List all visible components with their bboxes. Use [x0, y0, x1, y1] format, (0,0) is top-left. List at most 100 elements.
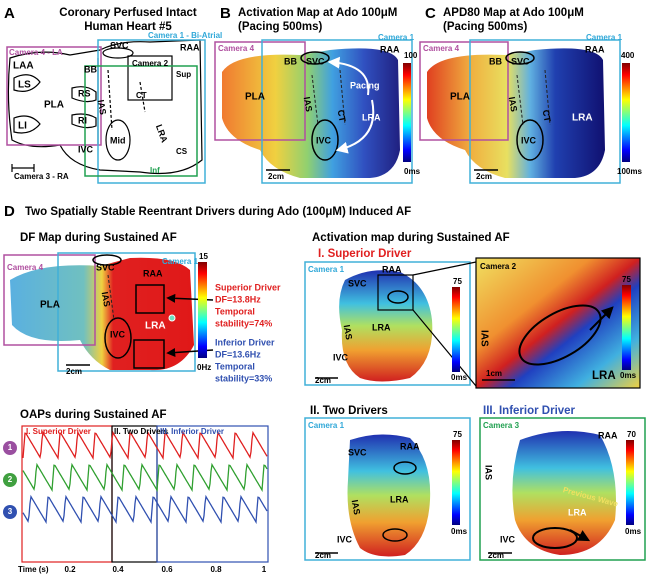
- labels: IAS: [96, 99, 108, 116]
- labels: 1cm: [486, 369, 502, 378]
- labels: SVC: [511, 56, 530, 66]
- oap-trace: [22, 462, 268, 493]
- oap-trace: [22, 430, 268, 461]
- labels: IAS: [100, 291, 112, 308]
- labels: PLA: [245, 92, 265, 103]
- labels: IVC: [521, 135, 537, 145]
- labels: Camera 3: [483, 421, 520, 430]
- df-map-title: DF Map during Sustained AF: [20, 232, 177, 244]
- labels: SVC: [348, 278, 367, 288]
- labels: CT: [541, 109, 553, 123]
- panel-c-map: [419, 39, 630, 184]
- colorbar: 100ms: [617, 167, 642, 176]
- sections: I. Superior Driver: [26, 427, 91, 436]
- colorbar: 0Hz: [197, 363, 211, 372]
- oaps-x-label: Time (s): [18, 565, 49, 574]
- labels: 2cm: [488, 551, 504, 560]
- D-heading: Two Spatially Stable Reentrant Drivers d…: [25, 206, 411, 218]
- colorbar: 70: [627, 430, 636, 439]
- labels: CT: [136, 91, 147, 100]
- traces: 3: [8, 507, 13, 516]
- labels: IAS: [342, 324, 354, 341]
- labels: Camera 2: [132, 59, 169, 68]
- panel-b-map: [214, 39, 413, 184]
- labels: BB: [489, 56, 502, 66]
- labels: RAA: [585, 44, 605, 54]
- labels: LRA: [592, 370, 616, 382]
- inferior-driver: Temporal: [215, 361, 255, 371]
- activation-two-drivers: [304, 417, 471, 561]
- colorbar: 0ms: [451, 373, 468, 382]
- labels: Camera 4 - LA: [9, 48, 63, 57]
- labels: Sup: [176, 70, 191, 79]
- colorbar: 75: [622, 275, 631, 284]
- labels: Camera 1: [586, 33, 623, 42]
- oap-trace: [22, 494, 268, 525]
- labels: RAA: [380, 44, 400, 54]
- labels: 2cm: [268, 172, 284, 181]
- labels: Camera 4: [423, 44, 460, 53]
- activation-superior: [304, 257, 641, 389]
- labels: LS: [18, 80, 31, 91]
- labels: CT: [336, 109, 348, 123]
- inferior-driver: DF=13.6Hz: [215, 349, 261, 359]
- title: Activation Map at Ado 100μM: [238, 7, 397, 19]
- labels: LRA: [390, 494, 409, 504]
- colorbar: 75: [453, 430, 462, 439]
- labels: PLA: [40, 300, 60, 311]
- D-letter: D: [4, 203, 15, 220]
- inferior-title: III. Inferior Driver: [483, 405, 576, 417]
- labels: BB: [284, 56, 297, 66]
- A-letter: A: [4, 5, 15, 22]
- x-ticks: 0.4: [112, 565, 124, 574]
- labels: RI: [78, 115, 87, 125]
- superior-title: I. Superior Driver: [318, 248, 412, 260]
- oaps-title: OAPs during Sustained AF: [20, 409, 167, 421]
- labels: CS: [176, 147, 188, 156]
- activation-inferior: [479, 417, 646, 561]
- labels: 2cm: [315, 551, 331, 560]
- x-ticks: 0.8: [210, 565, 222, 574]
- labels: Camera 4: [7, 263, 44, 272]
- colorbar: 75: [453, 277, 462, 286]
- superior-driver: stability=74%: [215, 318, 272, 328]
- superior-driver: Superior Driver: [215, 282, 281, 292]
- labels: 2cm: [66, 367, 82, 376]
- labels: IVC: [500, 534, 516, 544]
- labels: IVC: [316, 135, 332, 145]
- labels: SVC: [110, 40, 129, 50]
- labels: SVC: [348, 447, 367, 457]
- sections: III. Inferior Driver: [160, 427, 224, 436]
- title: Human Heart #5: [84, 21, 172, 33]
- colorbar: 0ms: [404, 167, 421, 176]
- inferior-driver: Inferior Driver: [215, 337, 275, 347]
- labels: PLA: [450, 92, 470, 103]
- labels: IVC: [78, 144, 94, 154]
- labels: LRA: [362, 112, 381, 122]
- B-letter: B: [220, 5, 231, 22]
- labels: Camera 1: [308, 421, 345, 430]
- labels: LRA: [372, 322, 391, 332]
- labels: RAA: [180, 42, 200, 52]
- title: APD80 Map at Ado 100μM: [443, 7, 584, 19]
- labels: Camera 3 - RA: [14, 172, 69, 181]
- labels: RAA: [598, 430, 618, 440]
- labels: RAA: [400, 441, 420, 451]
- labels: IVC: [337, 534, 353, 544]
- C-letter: C: [425, 5, 436, 22]
- labels: Pacing: [350, 80, 380, 90]
- superior-driver: DF=13.8Hz: [215, 294, 261, 304]
- labels: IAS: [507, 96, 519, 113]
- labels: RS: [78, 88, 91, 98]
- colorbar: 100: [404, 51, 418, 60]
- labels: IVC: [333, 352, 349, 362]
- traces: 2: [8, 475, 13, 484]
- labels: Mid: [110, 135, 126, 145]
- labels: Camera 4: [218, 44, 255, 53]
- labels: Camera 2: [480, 262, 517, 271]
- labels: IVC: [110, 329, 126, 339]
- title: (Pacing 500ms): [238, 21, 323, 33]
- labels: Inf: [150, 166, 160, 175]
- title: Coronary Perfused Intact: [59, 7, 197, 19]
